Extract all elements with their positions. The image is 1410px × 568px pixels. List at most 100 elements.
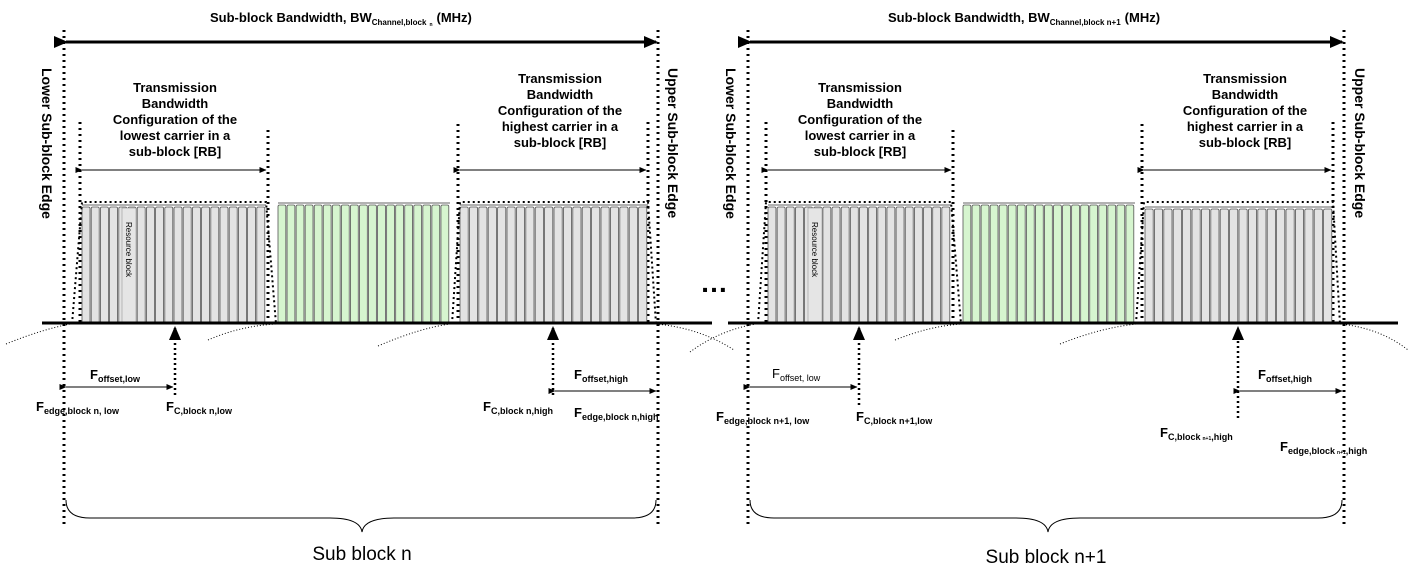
resource-block [941,206,951,324]
resource-block [359,204,368,324]
resource-block [506,206,516,324]
resource-block [1116,204,1126,324]
resource-block [247,206,257,324]
resource-block [1089,204,1098,324]
tbc-low-label: Transmission Bandwidth Configuration of … [798,80,922,159]
fc-high-label: FC,block n,high [483,399,553,416]
resource-block [914,206,923,324]
sub-block-brace [65,499,657,533]
svg-text:Configuration of the: Configuration of the [113,112,237,127]
resource-block [459,206,469,324]
resource-block [228,206,238,324]
resource-block [487,206,497,324]
svg-text:Configuration of the: Configuration of the [498,103,622,118]
svg-text:sub-block [RB]: sub-block [RB] [514,135,606,150]
emission-skirt [377,323,451,347]
sub-block-n: Sub-block Bandwidth, BWChannel,block n (MH… [5,10,735,565]
resource-block [1098,204,1108,324]
resource-block [350,204,359,324]
resource-block [331,204,341,324]
svg-text:lowest carrier in a: lowest carrier in a [120,128,231,143]
envelope-high [451,201,657,325]
fc-high-label: FC,block n+1,high [1160,425,1233,442]
sub-block-n-plus-1: Sub-block Bandwidth, BWChannel,block n+1… [689,10,1409,568]
fedge-low-label: Fedge,block n+1, low [716,409,810,426]
resource-block [304,204,314,324]
resource-block [831,206,841,324]
resource-block [1219,208,1229,324]
resource-block [1053,204,1062,324]
resource-block [1210,208,1220,324]
resource-block [600,206,610,324]
resource-block [849,206,859,324]
resource-block [155,206,165,324]
resource-block [868,206,878,324]
resource-block [932,206,942,324]
svg-text:highest carrier in a: highest carrier in a [1187,119,1304,134]
svg-text:Configuration of the: Configuration of the [1183,103,1307,118]
resource-block [1191,208,1201,324]
resource-block [431,204,441,324]
emission-skirt [894,323,962,341]
resource-block [1313,208,1323,324]
resource-block [497,206,507,324]
resource-block [440,204,450,324]
svg-text:Bandwidth: Bandwidth [142,96,208,111]
fc-low-label: FC,block n+1,low [856,409,933,426]
rb-group-low [81,204,266,324]
resource-block [1266,208,1276,324]
resource-block [572,206,582,324]
resource-block [1304,208,1314,324]
resource-block [1044,204,1053,324]
resource-block [136,206,146,324]
upper-edge-label: Upper Sub-block Edge [665,68,681,218]
svg-text:Transmission: Transmission [518,71,602,86]
resource-block [859,206,868,324]
svg-text:sub-block [RB]: sub-block [RB] [814,144,906,159]
resource-block [980,204,990,324]
resource-block [923,206,932,324]
upper-edge-label: Upper Sub-block Edge [1352,68,1368,218]
svg-text:Bandwidth: Bandwidth [527,87,593,102]
resource-block [277,204,287,324]
resource-block [822,206,832,324]
svg-text:Transmission: Transmission [133,80,217,95]
resource-block [1144,208,1154,324]
tbc-high-label: Transmission Bandwidth Configuration of … [498,71,622,150]
resource-block [210,206,220,324]
fedge-low-label: Fedge,block n, low [36,399,120,416]
rb-group-low [767,204,951,324]
svg-text:Bandwidth: Bandwidth [1212,87,1278,102]
resource-block [164,206,174,324]
resource-block [340,204,350,324]
svg-text:highest carrier in a: highest carrier in a [502,119,619,134]
sub-block-label: Sub block n+1 [986,547,1107,568]
resource-block [1295,208,1305,324]
resource-block [1323,208,1333,324]
resource-block [767,206,777,324]
resource-block [1229,208,1239,324]
bandwidth-title: Sub-block Bandwidth, BWChannel,block n+1… [888,10,1160,27]
resource-block [100,206,109,324]
resource-block [90,206,100,324]
resource-block [516,206,526,324]
svg-text:sub-block [RB]: sub-block [RB] [1199,135,1291,150]
resource-block [1107,204,1117,324]
resource-block [404,204,413,324]
resource-block [1154,208,1164,324]
foffset-low-label: Foffset, low [772,366,821,383]
resource-block [563,206,573,324]
resource-block [840,206,850,324]
resource-block [877,206,887,324]
resource-block [886,206,896,324]
resource-block [1025,204,1035,324]
resource-block [581,206,591,324]
fc-low-label: FC,block n,low [166,399,233,416]
resource-block [1182,208,1192,324]
resource-block [776,206,786,324]
svg-text:Bandwidth: Bandwidth [827,96,893,111]
emission-skirt [1339,323,1409,351]
fedge-high-label: Fedge,block n,high [574,405,658,422]
resource-block [785,206,795,324]
